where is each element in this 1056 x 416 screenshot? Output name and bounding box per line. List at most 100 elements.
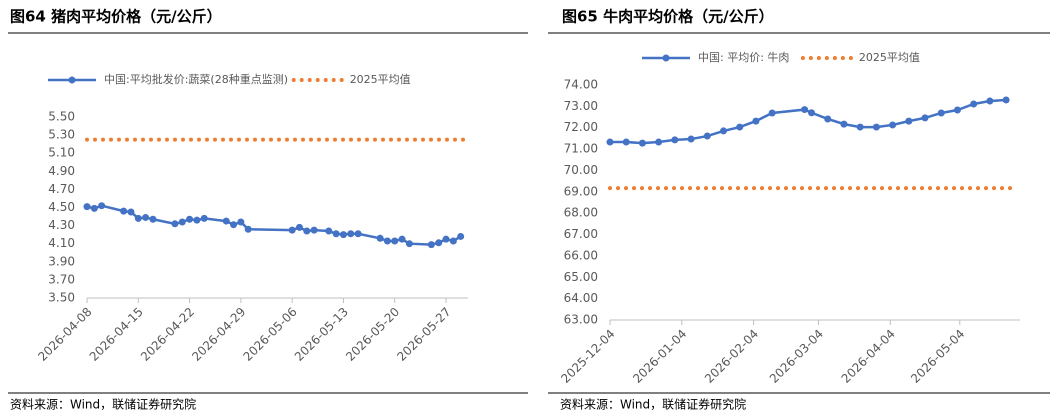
point [801, 106, 809, 114]
point [606, 138, 614, 146]
y-tick-label: 69.00 [564, 184, 598, 198]
point [840, 120, 848, 128]
x-tick-label: 2026-01-04 [630, 327, 689, 386]
y-tick-label: 4.90 [48, 164, 75, 178]
point [435, 239, 443, 247]
point [655, 138, 663, 146]
source: 资料来源：Wind，联储证券研究院 [560, 397, 746, 412]
x-tick-label: 2026-05-13 [292, 305, 351, 364]
y-tick-label: 5.10 [48, 146, 75, 160]
x-tick-label: 2026-05-27 [394, 305, 453, 364]
y-tick-label: 4.10 [48, 236, 75, 250]
point [325, 227, 333, 235]
x-tick-label: 2026-05-20 [343, 305, 402, 364]
x-tick-label: 2026-04-04 [839, 327, 898, 386]
point [671, 136, 679, 144]
point [83, 203, 91, 211]
point [872, 123, 880, 131]
y-tick-label: 3.70 [48, 272, 75, 286]
point [427, 241, 435, 249]
point [442, 235, 450, 243]
y-tick-label: 66.00 [564, 248, 598, 262]
point [383, 237, 391, 245]
point [405, 240, 413, 248]
x-tick-label: 2026-04-29 [189, 305, 248, 364]
legend-label: 中国: 平均价: 牛肉 [698, 50, 789, 64]
point [178, 218, 186, 226]
point [921, 114, 929, 122]
chart-title: 图65 牛肉平均价格（元/公斤） [562, 8, 774, 26]
point [905, 117, 913, 125]
point [986, 97, 994, 105]
point [398, 235, 406, 243]
y-tick-label: 65.00 [564, 270, 598, 284]
y-tick-label: 5.50 [48, 110, 75, 124]
point [171, 220, 179, 228]
point [768, 109, 776, 117]
x-tick-label: 2026-03-04 [767, 327, 826, 386]
chart-title: 图64 猪肉平均价格（元/公斤） [10, 8, 222, 26]
point [970, 100, 978, 108]
point [889, 121, 897, 129]
x-tick-label: 2026-05-06 [241, 305, 300, 364]
point [230, 221, 238, 229]
y-tick-label: 74.00 [564, 78, 598, 92]
y-tick-label: 68.00 [564, 206, 598, 220]
point [310, 226, 318, 234]
y-tick-label: 73.00 [564, 99, 598, 113]
x-tick-label: 2025-12-04 [558, 327, 617, 386]
point [752, 117, 760, 125]
point [391, 237, 399, 245]
point [127, 208, 135, 216]
series-line [610, 98, 1007, 145]
point [134, 214, 142, 222]
x-tick-label: 2026-05-04 [908, 327, 967, 386]
point [376, 234, 384, 242]
legend-label: 2025平均值 [859, 51, 920, 64]
point [736, 123, 744, 131]
x-tick-label: 2026-04-08 [35, 305, 94, 364]
legend-label: 2025平均值 [350, 73, 411, 86]
point [347, 230, 355, 238]
y-tick-label: 70.00 [564, 163, 598, 177]
y-tick-label: 5.30 [48, 128, 75, 142]
y-tick-label: 71.00 [564, 142, 598, 156]
y-tick-label: 4.50 [48, 200, 75, 214]
point [953, 106, 961, 114]
point [120, 207, 128, 215]
point [703, 132, 711, 140]
point [332, 230, 340, 238]
legend-label: 中国:平均批发价:蔬菜(28种重点监测) [104, 72, 288, 86]
point [449, 237, 457, 245]
point [303, 227, 311, 235]
point [720, 127, 728, 135]
x-tick-label: 2026-04-15 [87, 305, 146, 364]
y-tick-label: 63.00 [564, 313, 598, 327]
point [824, 115, 832, 123]
point [193, 216, 201, 224]
point [237, 218, 245, 226]
point [856, 123, 864, 131]
source: 资料来源：Wind，联储证券研究院 [10, 397, 196, 412]
legend-swatch [68, 76, 76, 84]
legend-swatch [662, 54, 670, 62]
y-tick-label: 4.30 [48, 218, 75, 232]
y-tick-label: 72.00 [564, 120, 598, 134]
x-tick-label: 2026-02-04 [702, 327, 761, 386]
point [288, 226, 296, 234]
point [687, 135, 695, 143]
point [142, 213, 150, 221]
y-tick-label: 64.00 [564, 291, 598, 305]
point [1002, 96, 1010, 104]
point [808, 109, 816, 117]
point [457, 232, 465, 240]
y-tick-label: 3.50 [48, 291, 75, 305]
point [339, 231, 347, 239]
point [638, 139, 646, 147]
point [200, 214, 208, 222]
point [622, 138, 630, 146]
point [90, 204, 98, 212]
point [98, 202, 106, 210]
point [149, 215, 157, 223]
